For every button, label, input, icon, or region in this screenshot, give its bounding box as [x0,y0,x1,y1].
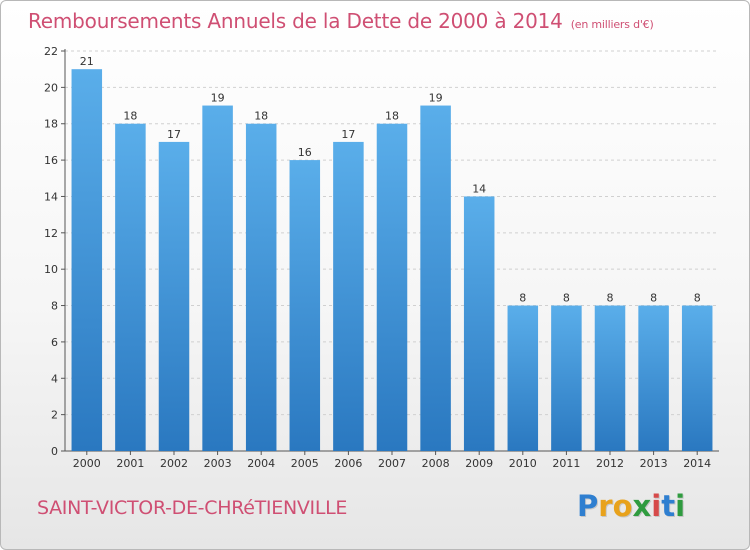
bar [115,123,146,452]
bar-value-label: 17 [341,128,355,141]
bar [245,123,277,452]
y-tick-label: 8 [51,300,58,313]
bar [594,305,626,451]
x-tick-labels: 2000 2001 2002 2003 2004 2005 2006 2007 2008 2009… [73,457,711,470]
bar [71,69,103,451]
bar [551,305,582,451]
x-tick-label: 2001 [116,457,144,470]
bar-value-label: 21 [80,55,94,68]
x-tick-label: 2003 [204,457,232,470]
x-tick-label: 2013 [640,457,668,470]
x-tick-label: 2002 [160,457,188,470]
logo-letter: t [661,489,676,523]
chart-unit: (en milliers d'€) [570,18,654,31]
bar [638,305,669,451]
bar [463,196,495,451]
bar-value-label: 18 [254,110,268,123]
x-tick-label: 2014 [683,457,711,470]
bar-value-label: 14 [472,182,486,195]
y-tick-label: 22 [44,45,58,58]
bar [289,160,321,451]
bar-value-label: 16 [298,146,312,159]
x-tick-label: 2012 [596,457,624,470]
x-tick-label: 2009 [465,457,493,470]
y-tick-label: 14 [44,190,58,203]
bar-value-label: 19 [211,92,225,105]
y-tick-label: 18 [44,118,58,131]
x-tick-label: 2004 [247,457,275,470]
logo-letter: i [651,489,662,523]
proxiti-logo[interactable]: Proxiti [577,489,685,523]
y-tick-label: 0 [51,445,58,458]
bar-value-label: 8 [607,292,614,305]
x-tick-label: 2000 [73,457,101,470]
bars [71,69,713,452]
bar-value-label: 18 [123,110,137,123]
bar [158,141,190,451]
x-tick-label: 2010 [509,457,537,470]
y-tick-labels: 0 2 4 6 8 10 12 14 16 18 20 22 [44,45,58,458]
x-tick-label: 2006 [334,457,362,470]
logo-letter: x [632,489,652,523]
bar [333,141,364,451]
x-tick-label: 2007 [378,457,406,470]
y-tick-label: 4 [51,372,58,385]
x-tick-label: 2005 [291,457,319,470]
y-tick-label: 10 [44,263,58,276]
y-tick-label: 12 [44,227,58,240]
bar-value-label: 8 [650,292,657,305]
x-tick-label: 2008 [422,457,450,470]
bar-value-label: 17 [167,128,181,141]
logo-letter: o [612,489,633,523]
bar-value-label: 8 [519,292,526,305]
data-labels: 21 18 17 19 18 16 17 18 19 14 8 8 8 8 8 [80,55,701,304]
logo-letter: r [598,489,613,523]
bar [376,123,408,452]
y-tick-label: 16 [44,154,58,167]
x-tick-label: 2011 [552,457,580,470]
y-tick-label: 20 [44,81,58,94]
bar-value-label: 8 [694,292,701,305]
y-tick-label: 6 [51,336,58,349]
bar [202,105,233,451]
chart-title-text: Remboursements Annuels de la Dette de 20… [28,9,563,33]
bar-value-label: 18 [385,110,399,123]
bar [420,105,451,451]
y-tick-label: 2 [51,409,58,422]
logo-letter: i [675,489,686,523]
commune-name: SAINT-VICTOR-DE-CHRéTIENVILLE [37,497,348,519]
chart-title: Remboursements Annuels de la Dette de 20… [28,9,654,33]
bar-value-label: 19 [429,92,443,105]
bar [507,305,539,451]
bar [681,305,713,451]
logo-letter: P [577,489,599,523]
bar-value-label: 8 [563,292,570,305]
